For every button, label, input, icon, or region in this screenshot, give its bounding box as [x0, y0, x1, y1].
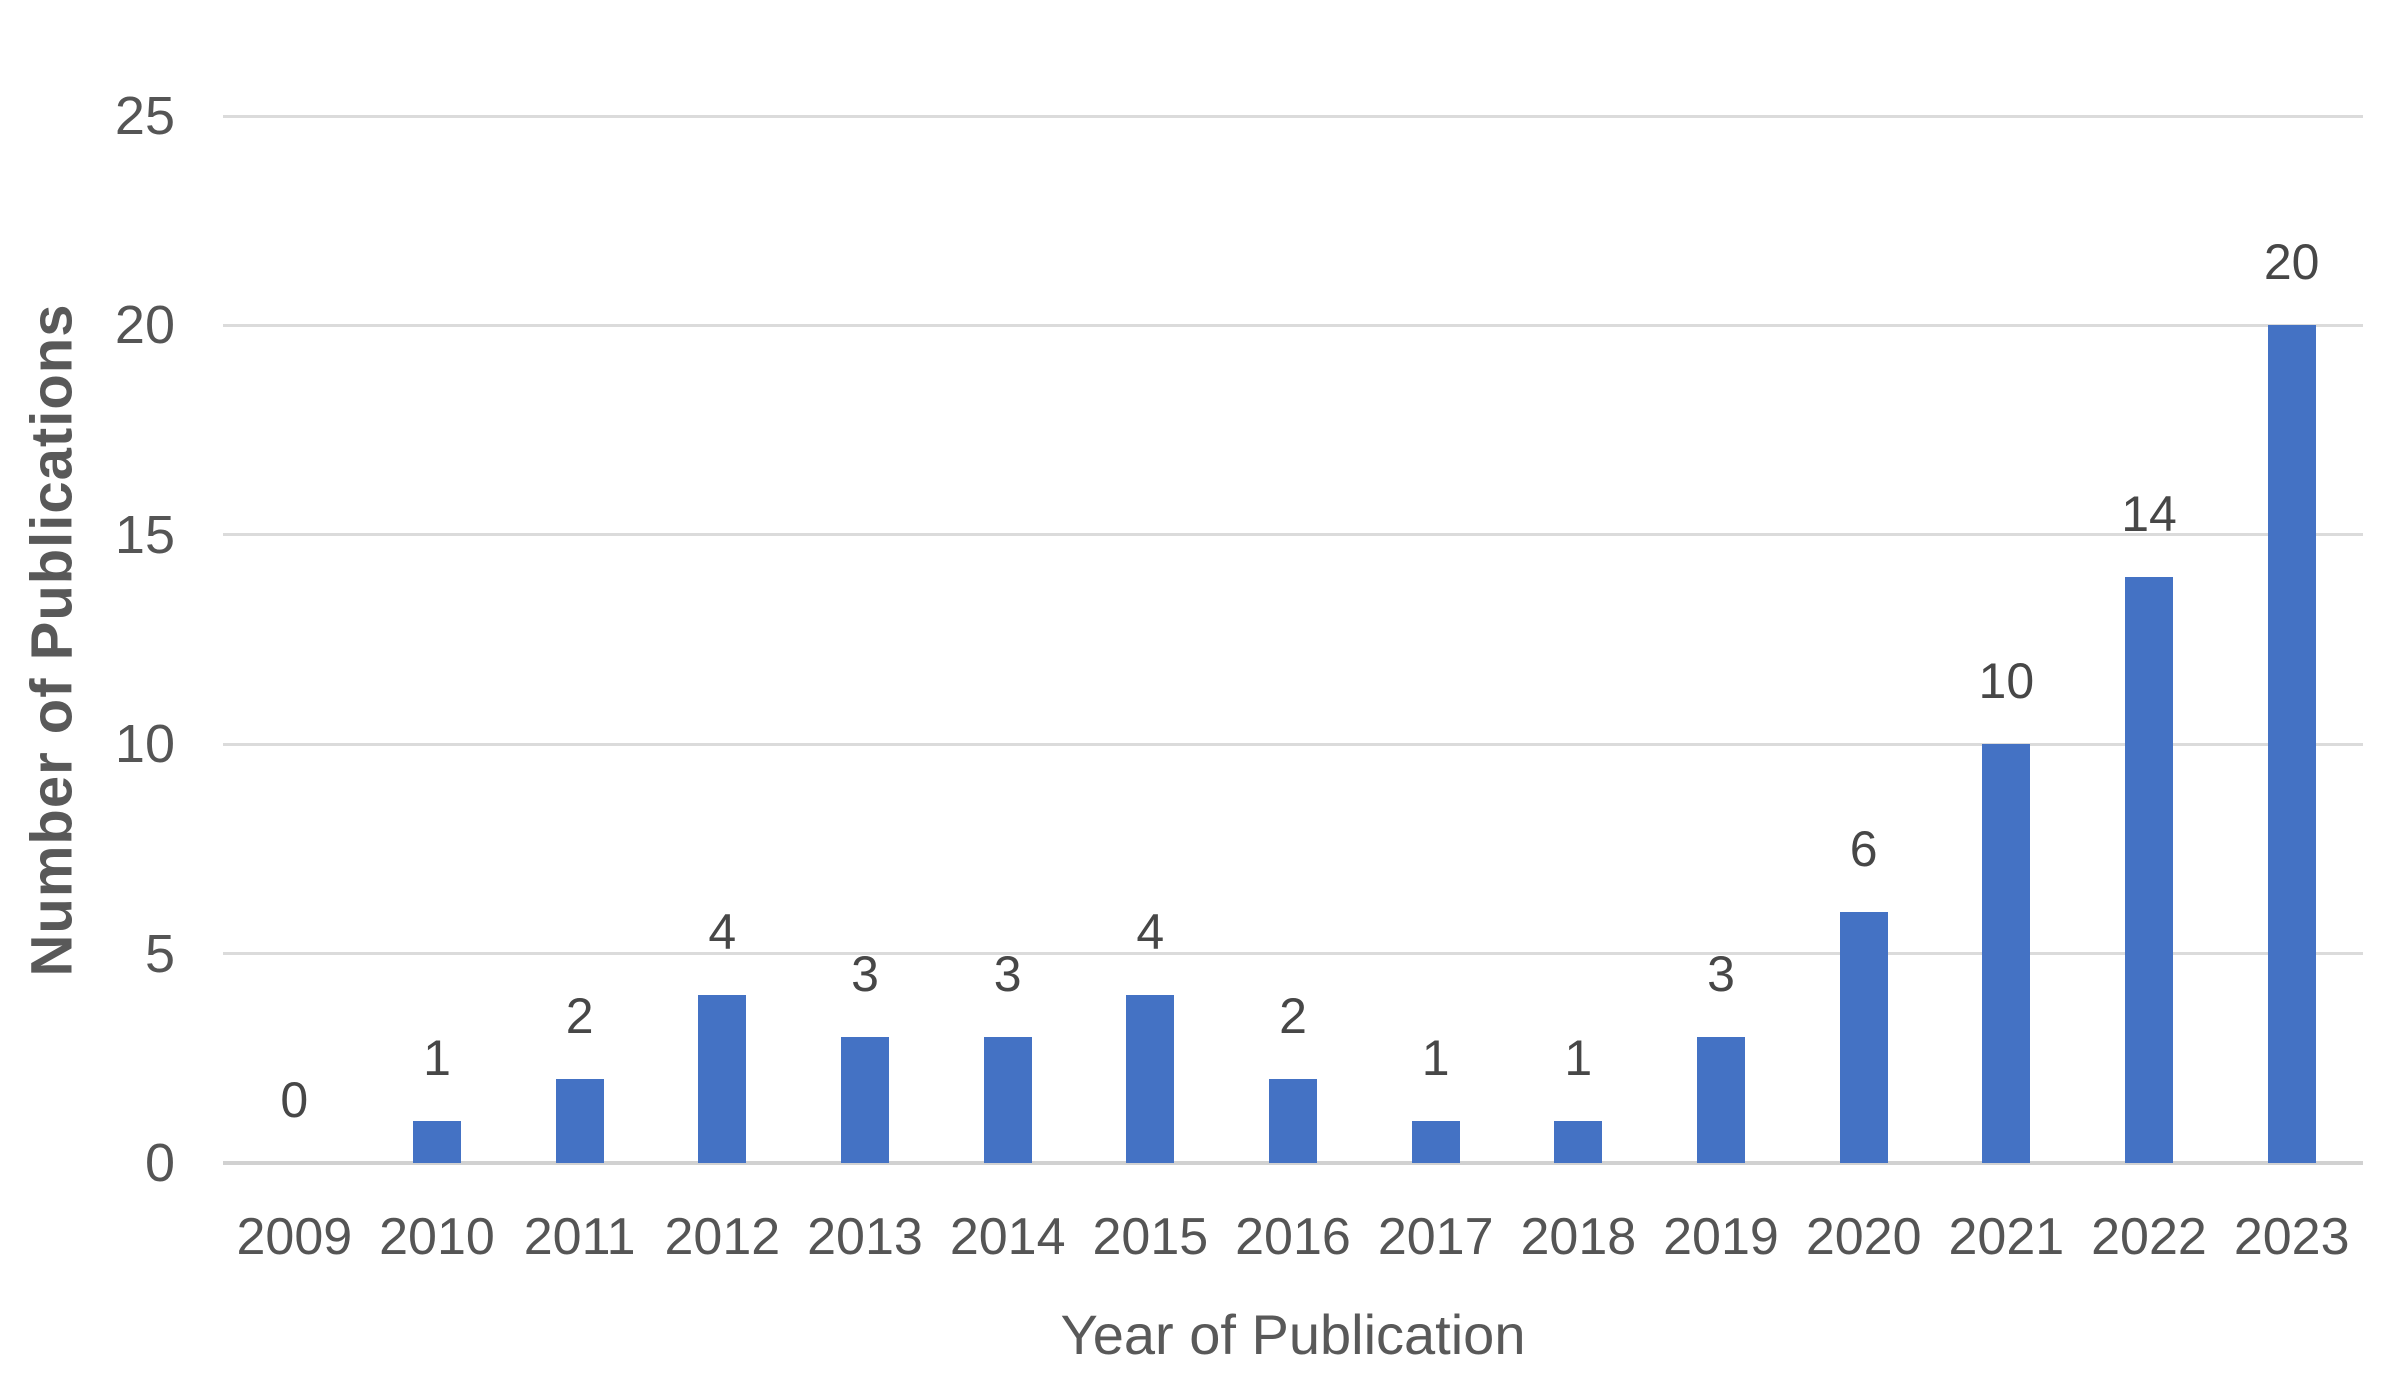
bar-value-label: 2	[565, 988, 594, 1045]
bar	[841, 1037, 889, 1163]
y-tick-label: 15	[114, 504, 175, 565]
bar-value-label: 2	[1279, 988, 1307, 1045]
y-axis-title: Number of Publications	[19, 303, 85, 977]
bar-value-label: 3	[993, 946, 1022, 1003]
x-tick-label: 2023	[2233, 1208, 2350, 1266]
x-tick-label: 2016	[1235, 1208, 1351, 1266]
bar	[1554, 1121, 1603, 1163]
bar	[555, 1079, 604, 1163]
bar	[2125, 576, 2173, 1163]
bar-value-label: 3	[1707, 946, 1735, 1003]
x-tick-label: 2012	[664, 1208, 781, 1266]
bar-value-label: 14	[2121, 485, 2177, 542]
gridline	[223, 952, 2363, 956]
x-tick-label: 2013	[807, 1208, 923, 1266]
x-tick-label: 2022	[2091, 1208, 2207, 1266]
bar-value-label: 3	[851, 946, 879, 1003]
bar	[1269, 1079, 1317, 1163]
bar	[1839, 911, 1888, 1163]
y-tick-label: 25	[114, 86, 175, 146]
x-axis-line	[223, 1161, 2363, 1165]
bar-value-label: 1	[1564, 1030, 1593, 1087]
bar-value-label: 0	[280, 1072, 309, 1128]
gridline	[223, 533, 2363, 537]
x-tick-label: 2015	[1092, 1208, 1209, 1266]
bar	[2267, 325, 2316, 1163]
x-tick-label: 2009	[236, 1208, 353, 1266]
x-axis-title: Year of Publication	[1060, 1303, 1526, 1366]
gridline	[223, 114, 2363, 118]
bar-value-label: 20	[2263, 234, 2320, 291]
bar	[413, 1121, 461, 1163]
bar-value-label: 4	[708, 904, 737, 961]
bar-value-label: 10	[1978, 653, 2035, 710]
x-tick-label: 2010	[379, 1208, 495, 1266]
x-tick-label: 2017	[1377, 1208, 1494, 1266]
bar	[983, 1037, 1032, 1163]
bar-value-label: 1	[423, 1030, 451, 1087]
y-tick-label: 5	[144, 923, 175, 984]
bar	[698, 995, 747, 1163]
bar	[1126, 995, 1175, 1163]
bar-value-label: 4	[1136, 904, 1165, 961]
bar	[1411, 1121, 1460, 1163]
bar	[1697, 1037, 1745, 1163]
y-tick-label: 10	[114, 714, 175, 775]
gridline	[223, 742, 2363, 746]
x-tick-label: 2014	[949, 1208, 1066, 1266]
y-tick-label: 0	[144, 1133, 175, 1193]
x-tick-label: 2020	[1805, 1208, 1922, 1266]
x-tick-label: 2011	[523, 1208, 636, 1266]
y-tick-label: 20	[114, 295, 175, 356]
x-tick-label: 2021	[1948, 1208, 2065, 1266]
x-tick-label: 2019	[1663, 1208, 1779, 1266]
bar	[1982, 744, 2031, 1163]
gridline	[223, 323, 2363, 327]
x-tick-label: 2018	[1520, 1208, 1637, 1266]
bar-value-label: 6	[1849, 820, 1878, 877]
bar-value-label: 1	[1421, 1030, 1450, 1087]
